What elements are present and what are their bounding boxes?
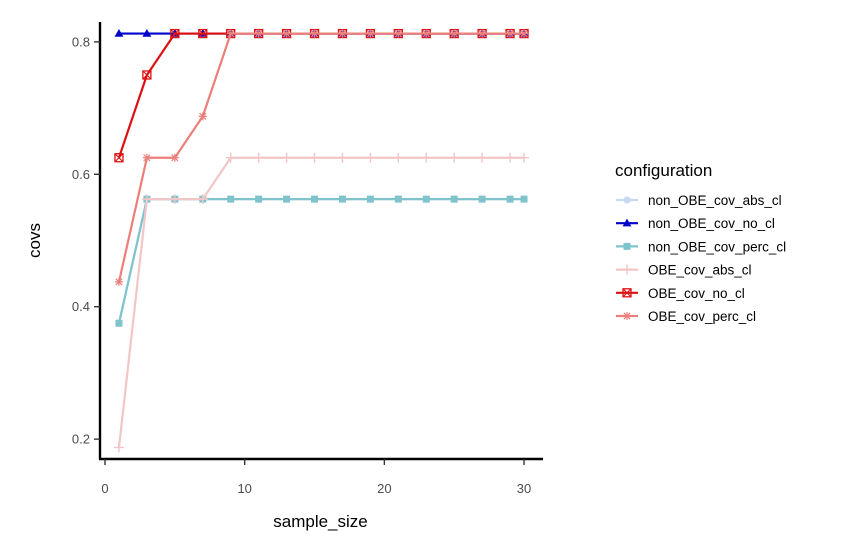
data-point: [478, 29, 487, 38]
data-point: [141, 194, 152, 205]
legend-label: non_OBE_cov_no_cl: [648, 216, 775, 231]
data-point: [169, 194, 180, 205]
y-axis-ticks: 0.2 0.4 0.6 0.8: [72, 34, 100, 447]
x-axis-ticks: 0 10 20 30: [101, 459, 531, 496]
data-point: [450, 29, 459, 38]
data-point: [310, 29, 319, 38]
legend-key-marker: [623, 312, 631, 320]
data-point: [170, 28, 180, 39]
series-non_OBE_cov_abs_cl: [115, 195, 528, 327]
legend-title: configuration: [615, 161, 712, 180]
data-point: [309, 152, 320, 163]
series-line: [117, 198, 525, 324]
data-point: [311, 195, 319, 203]
data-point: [520, 29, 529, 38]
data-point: [519, 152, 530, 163]
data-point: [227, 195, 235, 203]
legend-item: non_OBE_cov_abs_cl: [616, 193, 782, 208]
data-point: [506, 29, 515, 38]
series-line: [117, 156, 525, 448]
series-non_OBE_cov_perc_cl: [115, 195, 528, 327]
data-point: [450, 195, 458, 203]
data-point: [478, 195, 486, 203]
data-point: [506, 195, 514, 203]
data-point: [449, 152, 460, 163]
legend-key-marker: [623, 242, 631, 250]
series-line: [117, 32, 525, 283]
data-point: [142, 70, 152, 80]
data-point: [421, 152, 432, 163]
legend-key-marker: [622, 288, 632, 298]
data-point: [114, 153, 124, 163]
data-point: [197, 194, 208, 205]
data-point: [505, 152, 516, 163]
data-point: [422, 29, 431, 38]
legend-key-marker: [622, 218, 632, 227]
x-tick-label: 20: [377, 481, 391, 496]
series-line: [117, 32, 525, 159]
data-point: [170, 153, 179, 162]
series-line: [117, 198, 525, 324]
data-point: [338, 195, 346, 203]
data-point: [198, 28, 208, 39]
series-layer: [113, 28, 530, 453]
data-point: [254, 29, 263, 38]
y-tick-label: 0.6: [72, 167, 90, 182]
legend-item: non_OBE_cov_no_cl: [616, 216, 775, 231]
x-tick-label: 0: [101, 481, 108, 496]
y-tick-label: 0.2: [72, 432, 90, 447]
legend-item: OBE_cov_abs_cl: [616, 263, 752, 278]
y-tick-label: 0.4: [72, 299, 90, 314]
data-point: [393, 152, 404, 163]
data-point: [282, 29, 291, 38]
data-point: [520, 195, 528, 203]
data-point: [281, 152, 292, 163]
data-point: [198, 112, 207, 121]
data-point: [142, 153, 151, 162]
series-OBE_cov_no_cl: [114, 28, 529, 163]
data-point: [366, 195, 374, 203]
data-point: [114, 277, 123, 286]
legend-item: OBE_cov_no_cl: [616, 286, 745, 301]
data-point: [115, 319, 123, 327]
legend-item: non_OBE_cov_perc_cl: [616, 239, 786, 254]
data-point: [365, 152, 376, 163]
data-point: [142, 28, 152, 37]
data-point: [394, 195, 402, 203]
data-point: [226, 29, 235, 38]
x-tick-label: 10: [237, 481, 251, 496]
legend-label: OBE_cov_no_cl: [648, 286, 745, 301]
data-point: [338, 29, 347, 38]
data-point: [477, 152, 488, 163]
data-point: [114, 28, 124, 37]
y-axis-title: covs: [25, 223, 44, 258]
legend: configuration non_OBE_cov_abs_clnon_OBE_…: [615, 161, 786, 324]
data-point: [422, 195, 430, 203]
legend-label: non_OBE_cov_abs_cl: [648, 193, 782, 208]
data-point: [253, 152, 264, 163]
data-point: [366, 29, 375, 38]
legend-key-marker: [623, 196, 631, 204]
data-point: [225, 152, 236, 163]
y-tick-label: 0.8: [72, 34, 90, 49]
legend-label: non_OBE_cov_perc_cl: [648, 239, 786, 254]
data-point: [337, 152, 348, 163]
legend-label: OBE_cov_perc_cl: [648, 309, 756, 324]
legend-items: non_OBE_cov_abs_cl non_OBE_cov_no_cl non_O…: [616, 193, 786, 324]
series-OBE_cov_abs_cl: [113, 152, 530, 453]
legend-key-marker: [622, 264, 632, 275]
legend-item: OBE_cov_perc_cl: [616, 309, 756, 324]
plot-area: [113, 28, 530, 453]
legend-label: OBE_cov_abs_cl: [648, 263, 752, 278]
x-tick-label: 30: [517, 481, 531, 496]
data-point: [283, 195, 291, 203]
data-point: [255, 195, 263, 203]
series-OBE_cov_perc_cl: [114, 29, 529, 286]
x-axis-title: sample_size: [273, 512, 368, 531]
data-point: [394, 29, 403, 38]
data-point: [113, 442, 124, 453]
